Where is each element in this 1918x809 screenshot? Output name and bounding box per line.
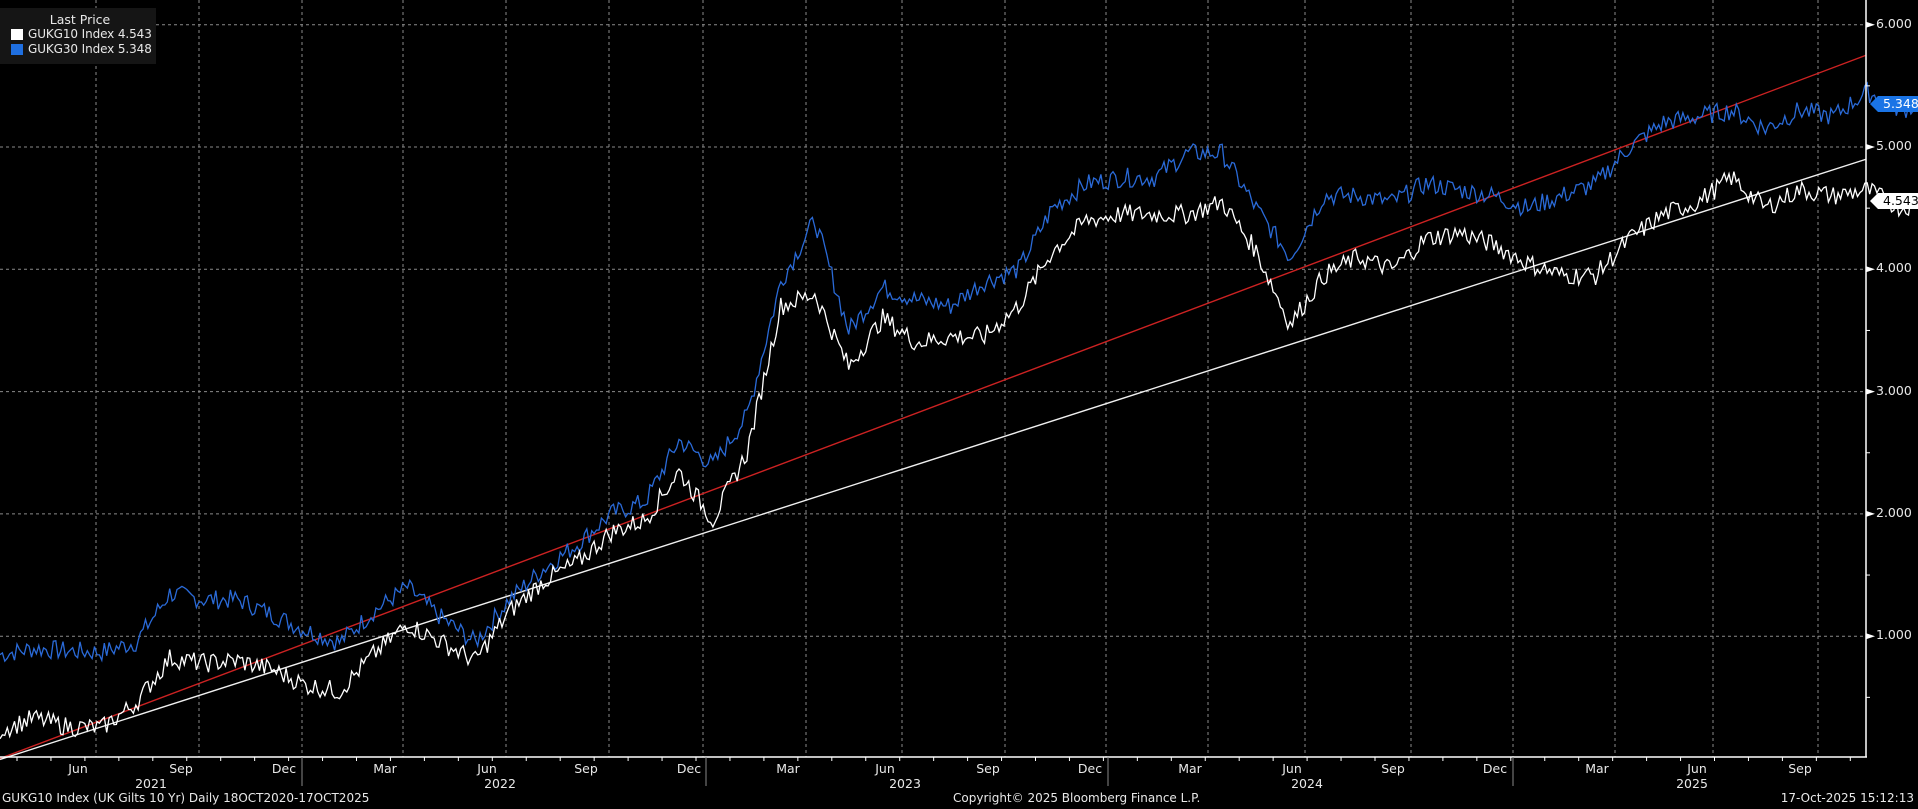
y-tick-label: 3.000 — [1876, 382, 1912, 398]
legend-title: Last Price — [49, 12, 111, 27]
y-tick-arrow — [1866, 510, 1875, 517]
x-tick-label: Sep — [169, 761, 193, 776]
x-tick-label: Jun — [1282, 761, 1302, 776]
x-year-label: 2021 — [135, 776, 167, 791]
x-tick-label: Dec — [1077, 761, 1103, 776]
data-series — [0, 81, 1918, 740]
y-tick-label: 4.000 — [1876, 260, 1912, 276]
x-tick-label: Dec — [1482, 761, 1508, 776]
x-tick-label: Dec — [271, 761, 297, 776]
x-tick-label: Mar — [1178, 761, 1202, 776]
y-tick-label: 1.000 — [1876, 627, 1912, 643]
x-tick-label: Jun — [875, 761, 895, 776]
series-gukg10 — [0, 171, 1918, 740]
x-year-label: 2023 — [889, 776, 921, 791]
x-tick-label: Sep — [574, 761, 598, 776]
legend-item-gukg10[interactable]: GUKG10 Index 4.543 — [0, 27, 156, 42]
y-tick-arrow — [1866, 633, 1875, 640]
x-year-label: 2024 — [1291, 776, 1323, 791]
y-tick-label: 6.000 — [1876, 15, 1912, 31]
legend-swatch-white — [11, 29, 23, 40]
legend-label: GUKG30 Index 5.348 — [28, 42, 152, 56]
footer-copyright: Copyright© 2025 Bloomberg Finance L.P. — [953, 791, 1201, 805]
y-tick-arrow — [1866, 388, 1875, 395]
legend-item-gukg30[interactable]: GUKG30 Index 5.348 — [0, 42, 156, 57]
trendlines — [0, 54, 1867, 761]
y-tick-arrow — [1866, 21, 1875, 28]
x-tick-label: Sep — [976, 761, 1000, 776]
x-tick-label: Sep — [1788, 761, 1812, 776]
x-tick-label: Mar — [1585, 761, 1609, 776]
price-tag-gukg10: 4.543 — [1870, 193, 1918, 209]
legend-label: GUKG10 Index 4.543 — [28, 27, 152, 41]
y-tick-arrow — [1866, 266, 1875, 273]
legend-swatch-blue — [11, 44, 23, 55]
price-tag-gukg30: 5.348 — [1870, 96, 1918, 112]
y-tick-label: 5.000 — [1876, 138, 1912, 153]
x-year-label: 2025 — [1676, 776, 1708, 791]
x-tick-label: Sep — [1381, 761, 1405, 776]
axes — [0, 0, 1875, 786]
x-tick-label: Jun — [68, 761, 88, 776]
footer-description: GUKG10 Index (UK Gilts 10 Yr) Daily 18OC… — [2, 791, 370, 805]
legend: Last Price GUKG10 Index 4.543 GUKG30 Ind… — [0, 8, 156, 64]
white-trendline — [0, 158, 1867, 761]
footer-timestamp: 17-Oct-2025 15:12:13 — [1780, 791, 1914, 805]
x-year-label: 2022 — [484, 776, 516, 791]
gridlines — [0, 0, 1866, 757]
y-tick-label: 2.000 — [1876, 504, 1912, 520]
series-gukg30 — [0, 81, 1918, 663]
x-tick-label: Jun — [1687, 761, 1707, 776]
x-tick-label: Mar — [776, 761, 800, 776]
x-tick-label: Mar — [373, 761, 397, 776]
x-tick-label: Dec — [676, 761, 702, 776]
y-tick-arrow — [1866, 144, 1875, 150]
x-tick-label: Jun — [477, 761, 497, 776]
red-trendline — [0, 54, 1867, 760]
